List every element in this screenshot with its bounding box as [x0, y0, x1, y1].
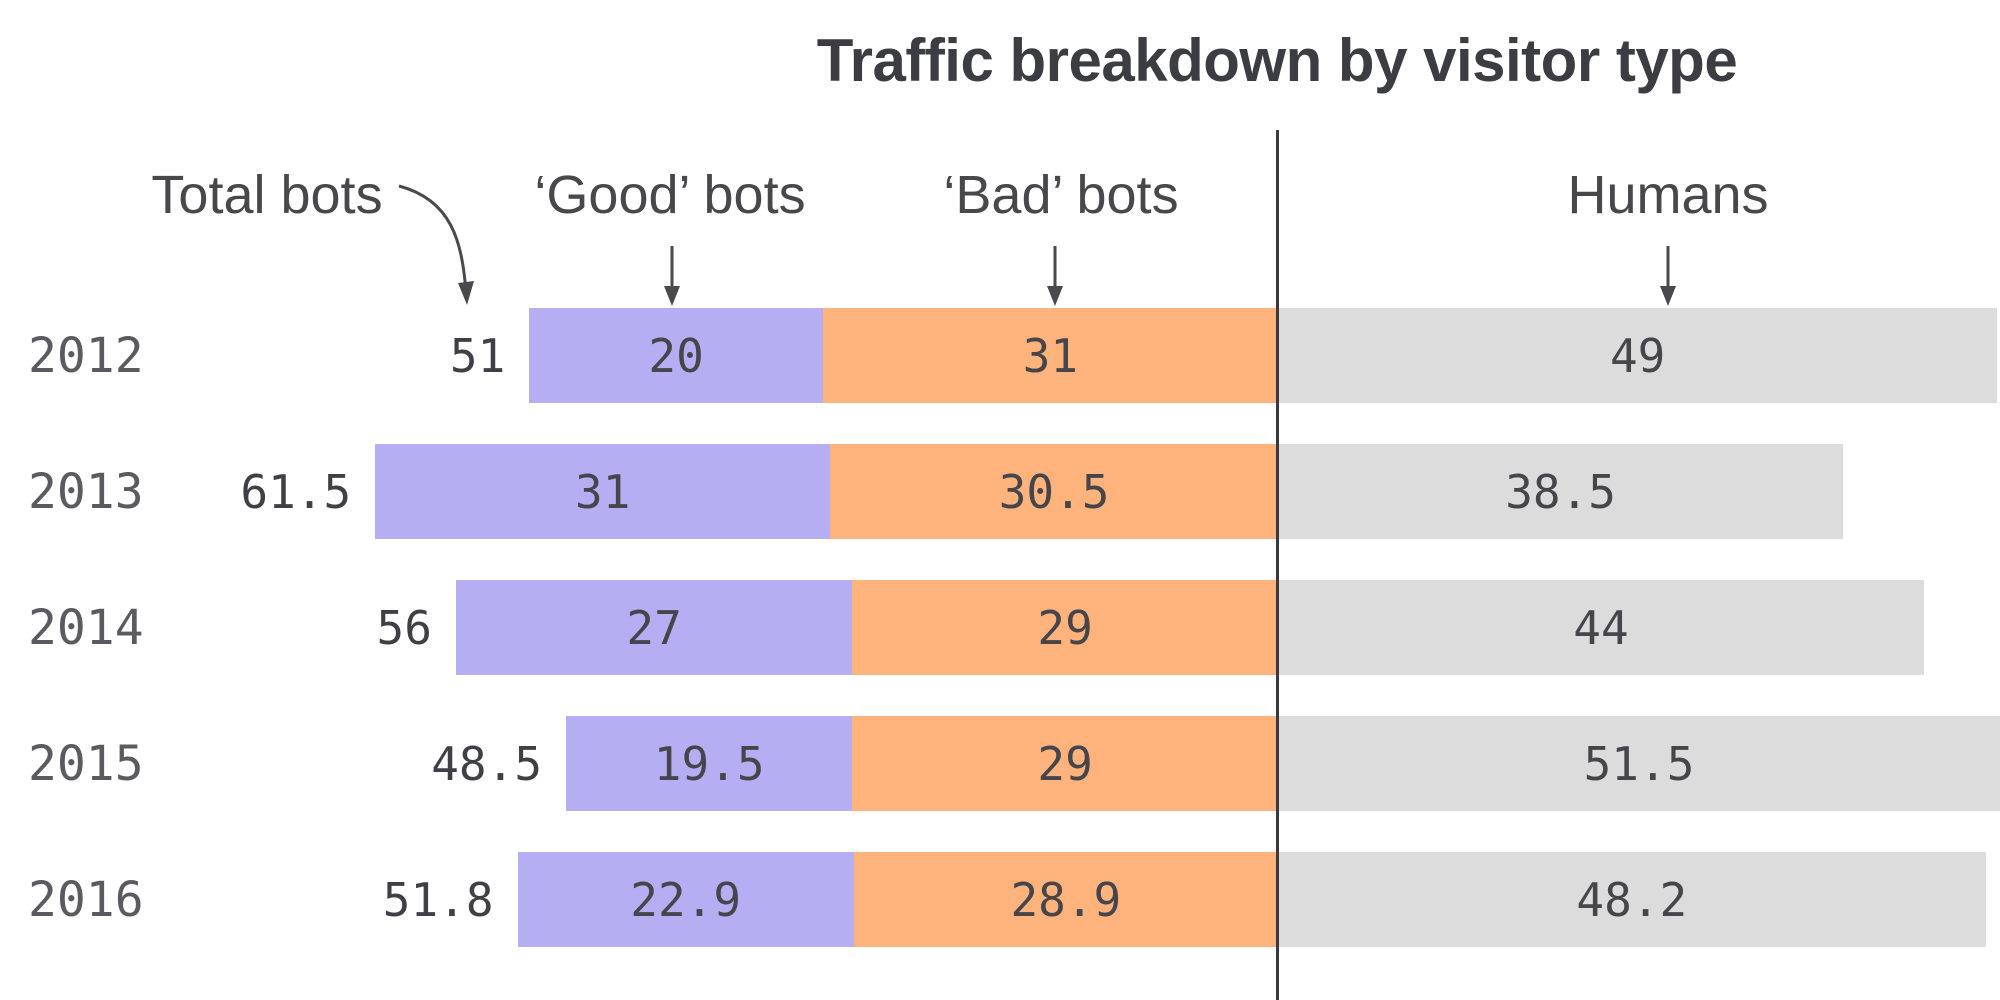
- bar-row-2014: 2014 56 27 29 44: [0, 580, 2000, 675]
- total-bots-arrowhead-icon: [458, 281, 474, 305]
- total-bots-value: 51: [449, 328, 506, 383]
- good-bots-bar-value: 20: [648, 328, 704, 383]
- bar-row-2016: 2016 51.8 22.9 28.9 48.2: [0, 852, 2000, 947]
- total-bots-value: 51.8: [382, 872, 494, 927]
- good-bots-bar: 20: [529, 308, 823, 403]
- good-bots-bar-value: 19.5: [653, 736, 765, 791]
- humans-bar: 38.5: [1278, 444, 1844, 539]
- bad-bots-bar-value: 28.9: [1010, 872, 1122, 927]
- humans-bar: 44: [1278, 580, 1924, 675]
- total-bots-curved-arrow-icon: [398, 184, 468, 293]
- column-label-good-bots: ‘Good’ bots: [534, 165, 806, 225]
- bad-bots-bar-value: 30.5: [998, 464, 1110, 519]
- good-bots-bar-value: 22.9: [630, 872, 742, 927]
- bad-bots-bar-value: 29: [1037, 600, 1093, 655]
- year-label: 2016: [28, 871, 144, 928]
- bar-row-2013: 2013 61.5 31 30.5 38.5: [0, 444, 2000, 539]
- bad-bots-bar: 28.9: [853, 852, 1278, 947]
- divider-line: [1276, 130, 1279, 1000]
- chart-title: Traffic breakdown by visitor type: [816, 27, 1738, 94]
- humans-arrowhead-icon: [1660, 286, 1676, 306]
- bad-bots-bar: 30.5: [830, 444, 1278, 539]
- bad-bots-bar: 31: [822, 308, 1278, 403]
- bad-bots-bar: 29: [852, 580, 1278, 675]
- total-bots-value: 61.5: [240, 464, 352, 519]
- humans-bar: 49: [1278, 308, 1998, 403]
- humans-bar-value: 49: [1609, 328, 1666, 383]
- good-bots-bar-value: 27: [626, 600, 682, 655]
- year-label: 2014: [28, 599, 144, 656]
- good-bots-bar-value: 31: [575, 464, 631, 519]
- humans-bar-value: 44: [1573, 600, 1629, 655]
- column-label-total-bots: Total bots: [151, 165, 383, 225]
- total-bots-value: 56: [376, 600, 432, 655]
- year-label: 2013: [28, 463, 144, 520]
- bad-bots-arrowhead-icon: [1047, 286, 1063, 306]
- humans-bar-value: 48.2: [1576, 872, 1688, 927]
- column-label-bad-bots: ‘Bad’ bots: [943, 165, 1179, 225]
- bad-bots-bar: 29: [852, 716, 1278, 811]
- year-label: 2012: [28, 327, 144, 384]
- good-bots-bar: 31: [375, 444, 831, 539]
- good-bots-arrowhead-icon: [664, 286, 680, 306]
- column-label-humans: Humans: [1567, 165, 1769, 225]
- good-bots-bar: 22.9: [517, 852, 854, 947]
- humans-bar-value: 51.5: [1583, 736, 1695, 791]
- humans-bar-value: 38.5: [1505, 464, 1616, 519]
- year-label: 2015: [28, 735, 144, 792]
- good-bots-bar: 19.5: [566, 716, 853, 811]
- good-bots-bar: 27: [455, 580, 853, 675]
- bad-bots-bar-value: 31: [1022, 328, 1079, 383]
- humans-bar: 51.5: [1278, 716, 2000, 811]
- bad-bots-bar-value: 29: [1037, 736, 1093, 791]
- humans-bar: 48.2: [1278, 852, 1986, 947]
- total-bots-value: 48.5: [431, 736, 543, 791]
- bar-row-2012: 2012 51 20 31 49: [0, 308, 2000, 403]
- bar-row-2015: 2015 48.5 19.5 29 51.5: [0, 716, 2000, 811]
